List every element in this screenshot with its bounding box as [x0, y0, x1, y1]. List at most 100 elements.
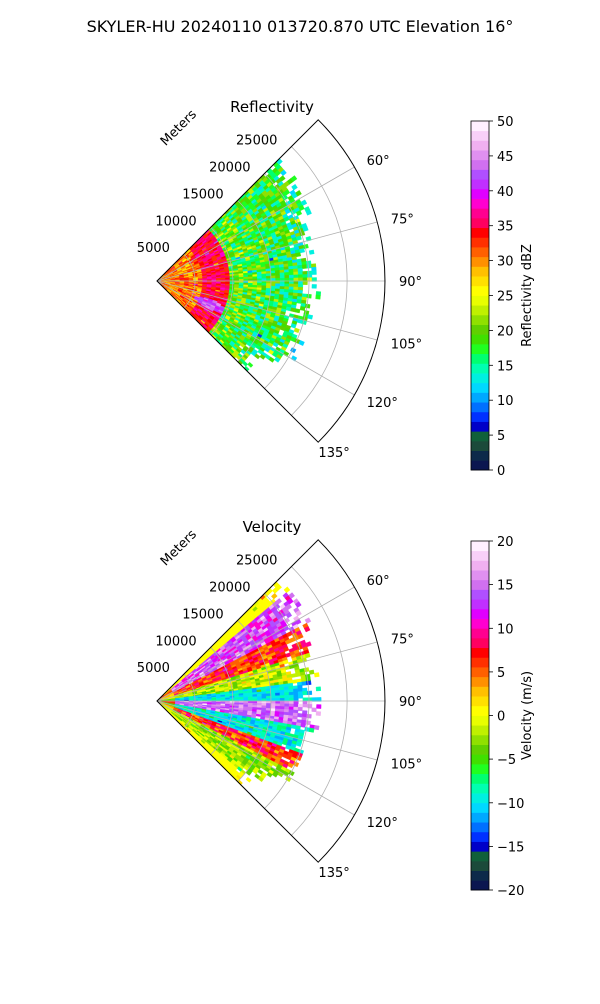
colorbar-tick-label: 0	[497, 464, 505, 479]
colorbar-tick-label: 10	[497, 622, 514, 637]
data-cell	[306, 681, 311, 685]
colorbar-swatch	[471, 276, 489, 286]
data-cell	[312, 708, 317, 712]
colorbar-tick-label: 25	[497, 290, 514, 305]
data-cell	[312, 284, 317, 288]
colorbar-swatch	[471, 677, 489, 687]
data-cell	[291, 725, 296, 729]
colorbar-tick-label: 15	[497, 579, 514, 594]
data-cell	[307, 704, 312, 708]
colorbar-swatch	[471, 706, 489, 716]
range-tick-label: 25000	[236, 134, 277, 149]
data-cell	[296, 673, 301, 677]
colorbar-swatch	[471, 257, 489, 267]
theta-tick-label: 90°	[399, 695, 422, 710]
colorbar-swatch	[471, 745, 489, 755]
colorbar-tick-label: 40	[497, 185, 514, 200]
data-cell	[309, 670, 314, 675]
colorbar-tick-label: 30	[497, 255, 514, 270]
colorbar-swatch	[471, 422, 489, 432]
range-tick-label: 10000	[155, 214, 196, 229]
data-cell	[292, 184, 298, 190]
data-cell	[312, 271, 317, 275]
data-cell	[314, 725, 319, 730]
colorbar-swatch	[471, 793, 489, 803]
colorbar-tick-label: −20	[497, 884, 524, 899]
data-cell	[314, 673, 319, 678]
range-axis-label: Meters	[158, 527, 200, 569]
data-cell	[301, 723, 306, 727]
colorbar-swatch	[471, 334, 489, 344]
colorbar-swatch	[471, 667, 489, 677]
data-cell	[316, 687, 321, 691]
colorbar-swatch	[471, 460, 489, 470]
data-cell	[307, 691, 312, 695]
range-tick-label: 5000	[137, 241, 170, 256]
reflectivity-grid	[157, 120, 385, 442]
colorbar-swatch	[471, 764, 489, 774]
colorbar-tick-label: 5	[497, 666, 505, 681]
colorbar-tick-label: −15	[497, 840, 524, 855]
colorbar-swatch	[471, 179, 489, 189]
range-tick-label: 25000	[236, 554, 277, 569]
data-cell	[300, 248, 305, 253]
colorbar-swatch	[471, 140, 489, 150]
colorbar-swatch	[471, 354, 489, 364]
data-cell	[294, 328, 300, 333]
colorbar-swatch	[471, 783, 489, 793]
colorbar-swatch	[471, 754, 489, 764]
colorbar-swatch	[471, 266, 489, 276]
colorbar-swatch	[471, 842, 489, 852]
colorbar-swatch	[471, 871, 489, 881]
data-cell	[271, 593, 277, 599]
colorbar-swatch	[471, 305, 489, 315]
colorbar-swatch	[471, 570, 489, 580]
colorbar-swatch	[471, 169, 489, 179]
theta-tick-label: 105°	[391, 338, 422, 353]
data-cell	[298, 707, 303, 711]
colorbar-swatch	[471, 296, 489, 306]
data-cell	[307, 714, 312, 718]
range-axis-label: Meters	[158, 107, 200, 149]
colorbar-swatch	[471, 131, 489, 141]
colorbar-tick-label: 45	[497, 150, 514, 165]
colorbar-swatch	[471, 628, 489, 638]
range-tick-label: 15000	[182, 187, 223, 202]
theta-tick-label: 105°	[391, 758, 422, 773]
colorbar-swatch	[471, 619, 489, 629]
colorbar-swatch	[471, 541, 489, 551]
data-cell	[296, 253, 301, 257]
colorbar-tick-label: 5	[497, 429, 505, 444]
colorbar-swatch	[471, 560, 489, 570]
colorbar-tick-label: 20	[497, 535, 514, 550]
colorbar-swatch	[471, 686, 489, 696]
data-cell	[306, 721, 311, 725]
data-cell	[246, 777, 251, 782]
range-tick-label: 5000	[137, 661, 170, 676]
colorbar-swatch	[471, 716, 489, 726]
colorbar-swatch	[471, 774, 489, 784]
theta-tick-label: 90°	[399, 275, 422, 290]
colorbar-swatch	[471, 580, 489, 590]
colorbar-swatch	[471, 325, 489, 335]
colorbar-swatch	[471, 861, 489, 871]
data-cell	[300, 306, 305, 310]
colorbar-swatch	[471, 851, 489, 861]
reflectivity-panel: Reflectivity 60°75°90°105°120°135°500010…	[137, 98, 535, 479]
colorbar-swatch	[471, 441, 489, 451]
colorbar-swatch	[471, 344, 489, 354]
colorbar-swatch	[471, 208, 489, 218]
theta-tick-label: 135°	[318, 446, 349, 461]
data-cell	[316, 705, 321, 709]
colorbar-swatch	[471, 822, 489, 832]
theta-tick-label: 120°	[367, 816, 398, 831]
colorbar-swatch	[471, 648, 489, 658]
colorbar-swatch	[471, 286, 489, 296]
data-cell	[305, 618, 311, 624]
theta-tick-label: 75°	[391, 212, 414, 227]
colorbar-swatch	[471, 218, 489, 228]
colorbar-swatch	[471, 657, 489, 667]
colorbar-swatch	[471, 638, 489, 648]
